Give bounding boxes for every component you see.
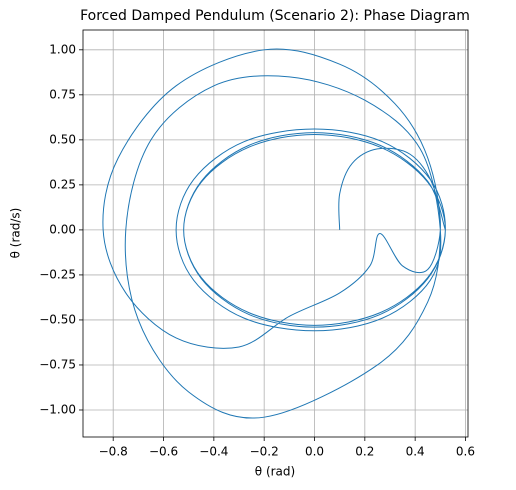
y-tick-label: 0.75 bbox=[49, 87, 76, 101]
x-tick-label: −0.6 bbox=[149, 445, 178, 459]
y-tick-label: 0.00 bbox=[49, 222, 76, 236]
y-tick-label: 0.50 bbox=[49, 132, 76, 146]
plot-frame bbox=[82, 29, 469, 438]
x-tick-label: 0.4 bbox=[406, 445, 425, 459]
x-tick-label: 0.2 bbox=[355, 445, 374, 459]
x-tick-label: −0.2 bbox=[250, 445, 279, 459]
y-tick-label: −1.00 bbox=[39, 402, 76, 416]
y-tick-label: −0.25 bbox=[39, 267, 76, 281]
y-tick-label: 1.00 bbox=[49, 42, 76, 56]
chart-title: Forced Damped Pendulum (Scenario 2): Pha… bbox=[80, 8, 470, 24]
y-tick-label: −0.75 bbox=[39, 357, 76, 371]
y-tick-label: −0.50 bbox=[39, 312, 76, 326]
y-axis-label: θ (rad/s) bbox=[9, 208, 23, 259]
y-tick-label: 0.25 bbox=[49, 177, 76, 191]
x-axis-label: θ (rad) bbox=[255, 465, 295, 479]
x-tick-label: 0.0 bbox=[305, 445, 324, 459]
x-tick-label: −0.4 bbox=[199, 445, 228, 459]
phase-line bbox=[102, 48, 446, 419]
x-tick-label: −0.8 bbox=[99, 445, 128, 459]
x-tick-label: 0.6 bbox=[456, 445, 475, 459]
